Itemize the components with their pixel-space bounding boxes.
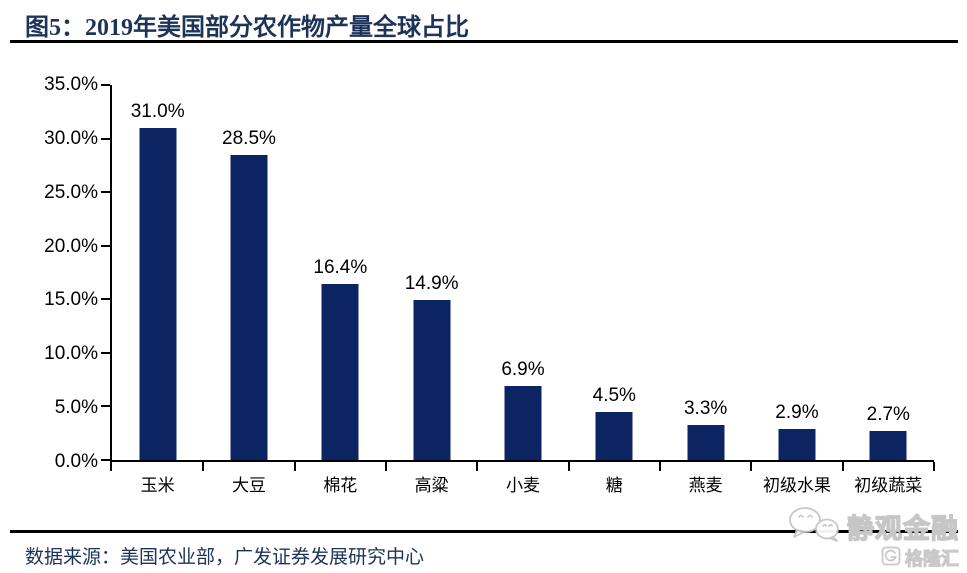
y-axis-tick-label: 10.0% (44, 343, 98, 365)
x-axis-tick (567, 462, 570, 471)
watermark: 静观金融 格隆汇 (785, 506, 960, 571)
x-axis-category-label: 初级水果 (762, 476, 831, 495)
watermark-brand-row: 格隆汇 (785, 545, 960, 571)
y-axis-tick-label: 5.0% (54, 397, 98, 419)
x-axis-tick (841, 462, 844, 471)
x-axis-tick (384, 462, 387, 471)
x-axis-category-label: 初级蔬菜 (854, 476, 923, 495)
y-axis-tick-label: 0.0% (54, 451, 98, 472)
bar-玉米 (139, 127, 177, 460)
y-axis-tick-label: 35.0% (44, 74, 98, 95)
bar-value-label: 2.9% (775, 401, 819, 423)
bar-高粱 (413, 300, 451, 460)
bar-糖 (595, 411, 633, 460)
bar-value-label: 31.0% (130, 100, 185, 122)
x-axis-category-label: 玉米 (140, 476, 175, 495)
x-axis-tick (750, 462, 753, 471)
y-axis-tick (101, 191, 110, 194)
y-axis-tick-label: 30.0% (44, 127, 98, 149)
bar-小麦 (504, 386, 542, 460)
y-axis-tick (101, 351, 110, 354)
bar-value-label: 14.9% (404, 273, 459, 295)
bar-value-label: 6.9% (501, 359, 545, 381)
bar-燕麦 (687, 424, 725, 460)
bar-value-label: 4.5% (592, 384, 636, 406)
y-axis-tick (101, 459, 110, 461)
x-axis-category-label: 棉花 (323, 476, 358, 495)
bar-slot: 14.9% 高粱 (386, 85, 479, 495)
y-axis-tick (101, 298, 110, 301)
wechat-bubbles-icon (785, 506, 843, 547)
y-axis-tick (101, 137, 110, 140)
bar-大豆 (230, 154, 268, 460)
footer-divider (10, 530, 958, 533)
bar-value-label: 16.4% (313, 257, 368, 279)
bar-slot: 6.9% 小麦 (477, 85, 570, 495)
bar-slot: 2.7% 初级蔬菜 (843, 85, 935, 495)
y-axis-tick (101, 84, 110, 86)
bar-slot: 3.3% 燕麦 (660, 85, 753, 495)
x-axis-category-label: 小麦 (505, 476, 540, 495)
watermark-wechat-label: 静观金融 (846, 513, 959, 544)
y-axis-tick-label: 25.0% (44, 181, 98, 203)
bar-value-label: 3.3% (683, 397, 728, 419)
bar-value-label: 2.7% (866, 404, 910, 426)
bar-slot: 28.5% 大豆 (203, 85, 296, 495)
x-axis-tick (202, 462, 205, 471)
x-axis-tick (932, 462, 935, 471)
bar-初级蔬菜 (869, 431, 907, 460)
watermark-brand-label: 格隆汇 (905, 549, 960, 570)
bar-slot: 31.0% 玉米 (112, 85, 205, 495)
x-axis-tick (110, 462, 112, 471)
data-source: 数据来源：美国农业部，广发证券发展研究中心 (25, 547, 425, 568)
bar-棉花 (321, 284, 359, 460)
y-axis-tick-label: 20.0% (44, 235, 98, 257)
gelonghui-g-icon (881, 546, 901, 571)
bar-slot: 4.5% 糖 (569, 85, 661, 495)
bar-slot: 16.4% 棉花 (295, 85, 387, 495)
x-axis-tick (476, 462, 479, 471)
y-axis-tick-label: 15.0% (44, 289, 98, 311)
y-axis-tick (101, 405, 110, 408)
x-axis-category-label: 高粱 (414, 476, 449, 495)
bar-value-label: 28.5% (222, 127, 276, 149)
x-axis-category-label: 糖 (605, 476, 623, 495)
bar-slot: 2.9% 初级水果 (751, 85, 844, 495)
bar-初级水果 (778, 428, 816, 460)
x-axis-category-label: 大豆 (231, 476, 266, 495)
watermark-wechat-row: 静观金融 (785, 506, 959, 547)
x-axis-tick (293, 462, 296, 471)
y-axis-labels: 0.0% 5.0% 10.0% 15.0% 20.0% 25.0% 30.0% 35.0% (0, 74, 98, 472)
title-divider (10, 40, 958, 43)
y-axis-tick (101, 244, 110, 247)
x-axis-category-label: 燕麦 (688, 476, 723, 495)
x-axis-tick (658, 462, 661, 471)
plot-area: 31.0% 玉米 28.5% 大豆 16.4% 棉花 14.9% 高粱 6.9% 小麦 4.5% 糖 3… (101, 84, 935, 495)
figure-title: 图5：2019年美国部分农作物产量全球占比 (25, 15, 469, 41)
